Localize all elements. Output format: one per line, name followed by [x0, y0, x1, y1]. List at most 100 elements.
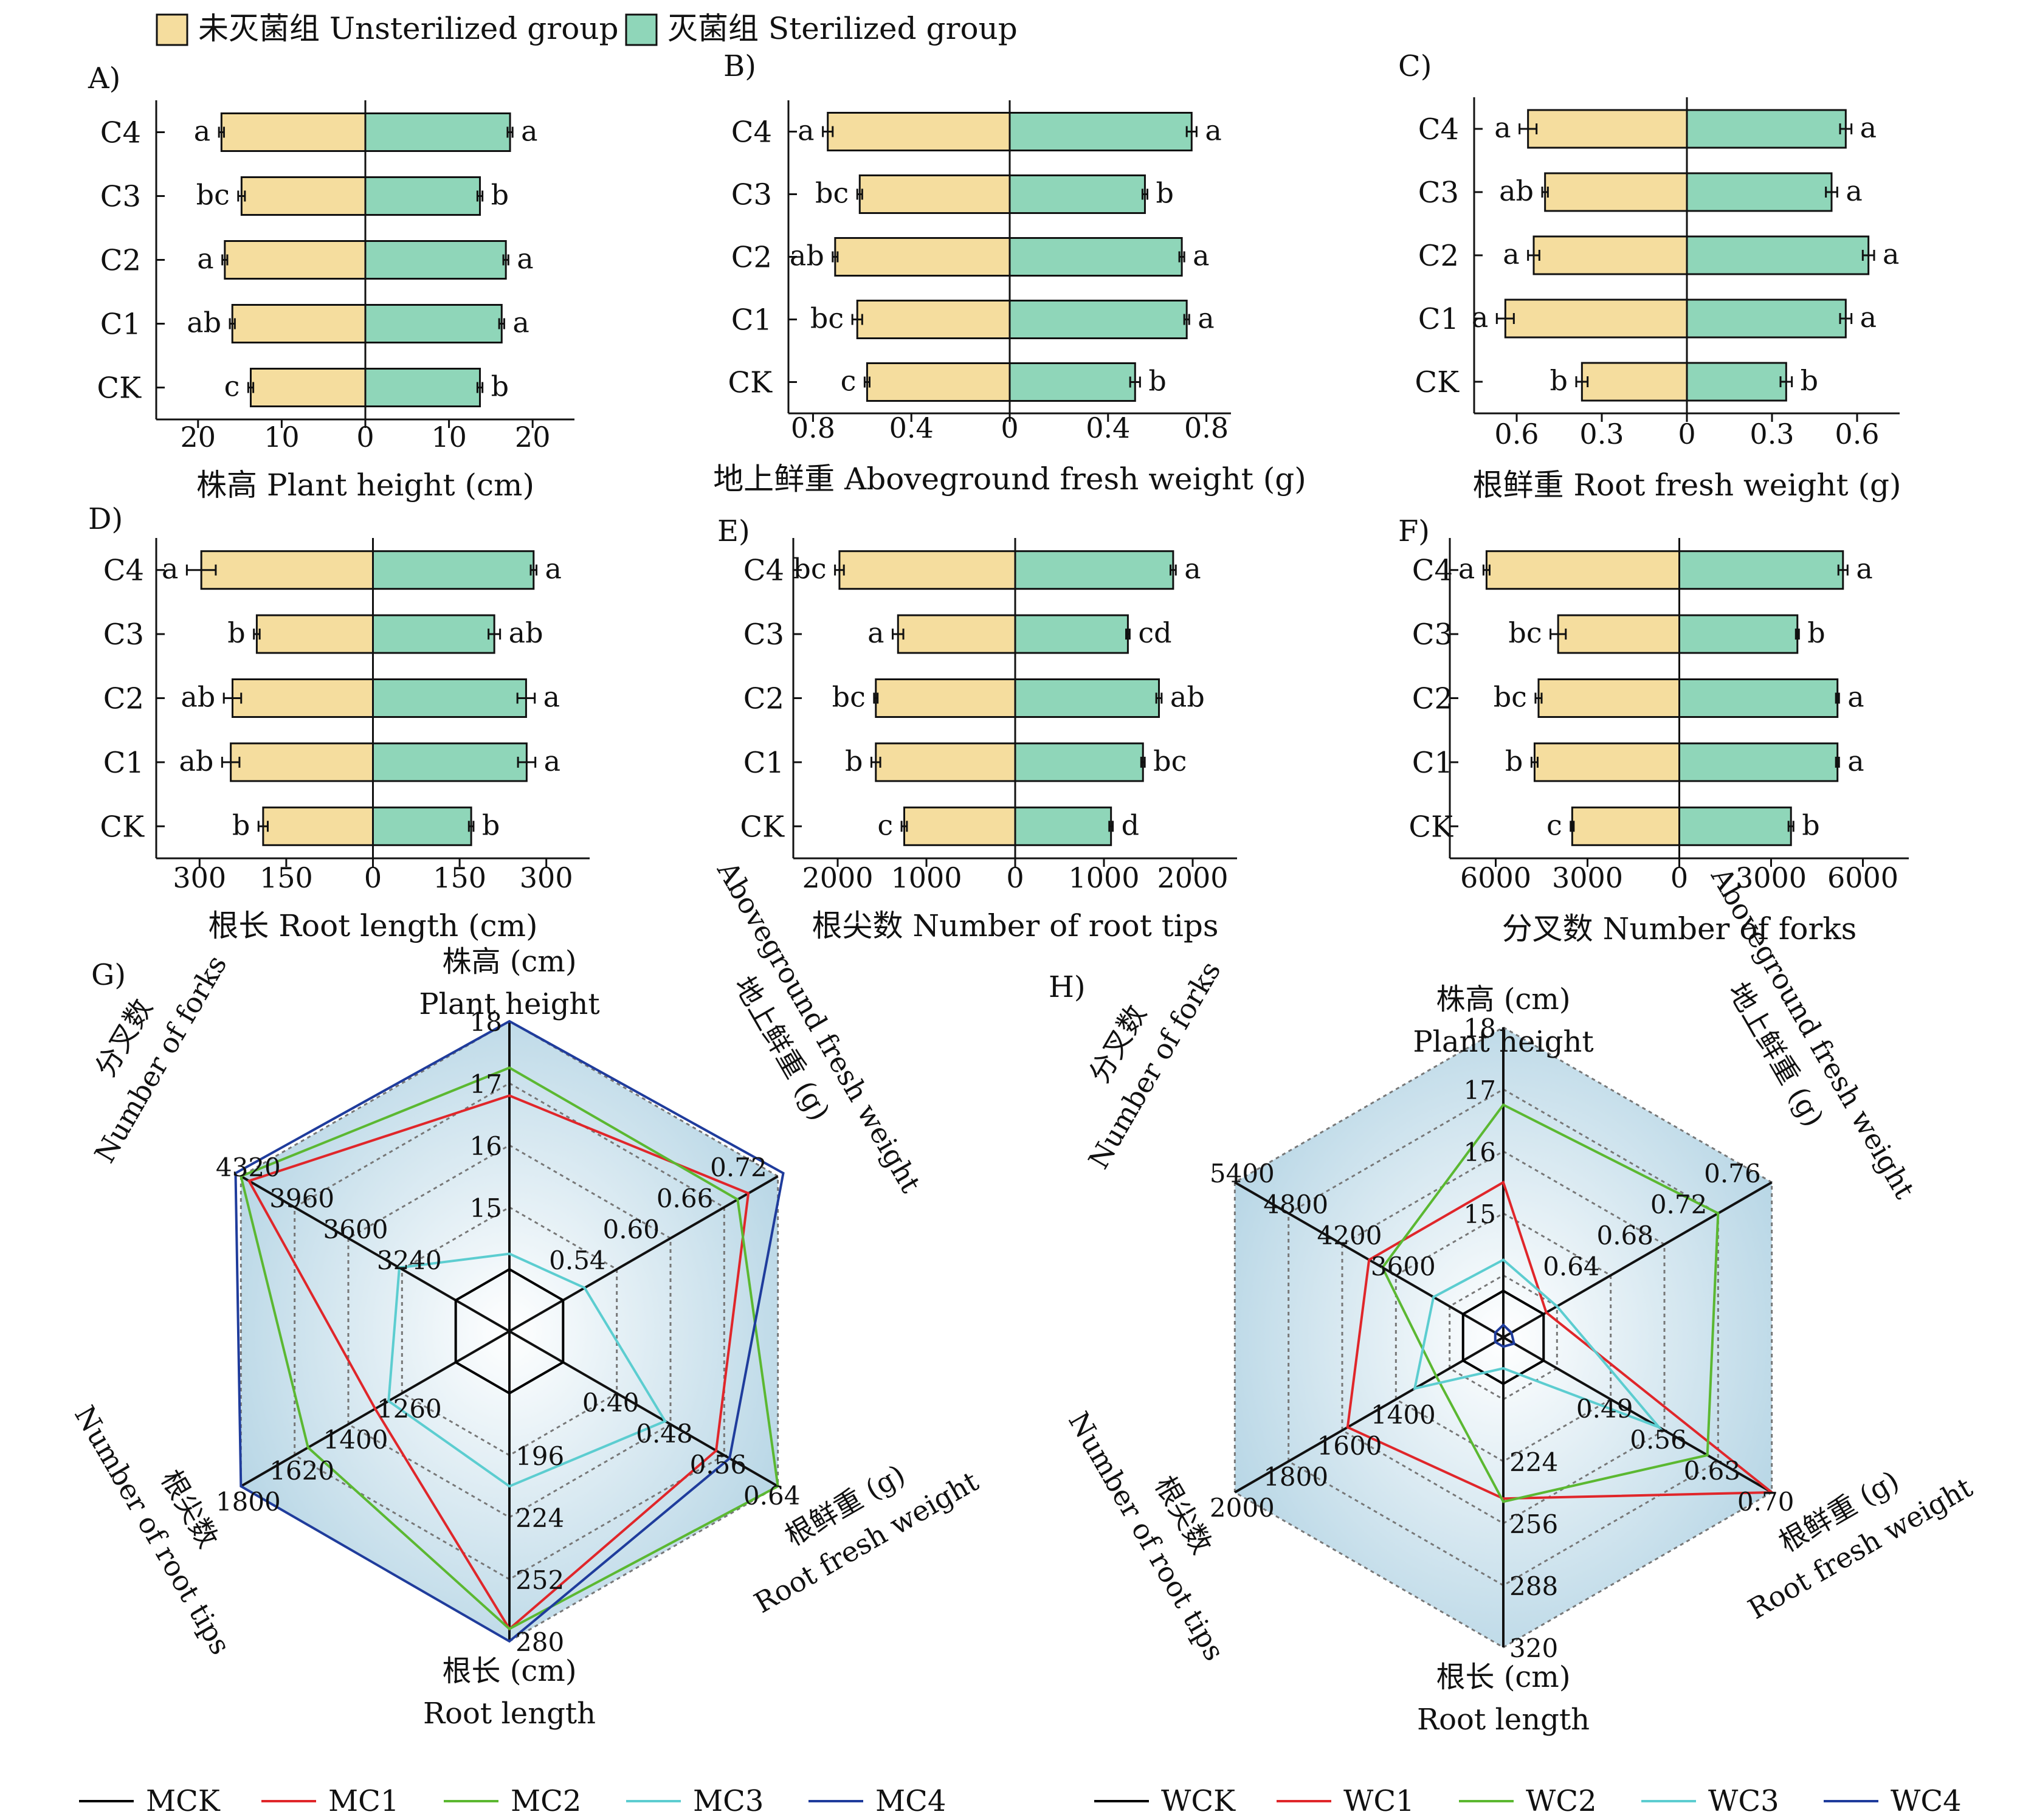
significance-letter: bc	[196, 179, 230, 212]
radar-tick-label: 16	[1464, 1137, 1496, 1167]
radar-legend-item: MC4	[808, 1784, 946, 1818]
x-tick-label: 0.6	[1494, 418, 1539, 450]
radar-axis	[509, 1330, 779, 1487]
significance-letter: c	[1546, 808, 1562, 841]
radar-legend-label: MC1	[328, 1784, 399, 1818]
category-label: CK	[740, 810, 785, 844]
category-label: C1	[731, 303, 772, 337]
bar-unsterilized	[903, 806, 1016, 846]
x-tick-label: 0.3	[1579, 418, 1624, 450]
significance-letter: bc	[1494, 681, 1527, 714]
radar-tick-label: 320	[1509, 1633, 1558, 1663]
significance-letter: b	[232, 808, 250, 841]
bar-unsterilized	[875, 678, 1016, 718]
legend-label-sterilized: 灭菌组 Sterilized group	[667, 11, 1018, 46]
bar-sterilized	[1014, 550, 1174, 590]
bar-sterilized	[1686, 235, 1870, 275]
radar-axis-label: Plant height	[419, 987, 599, 1021]
radar-legend-item: WC4	[1824, 1784, 1962, 1818]
radar-tick-label: 0.72	[1650, 1190, 1708, 1219]
bar-sterilized	[1686, 109, 1847, 149]
category-label: C1	[743, 746, 784, 780]
radar-series-MC4	[234, 1019, 785, 1643]
significance-letter: a	[1856, 553, 1872, 585]
x-tick-label: 0.6	[1835, 418, 1879, 450]
radar-axis	[1502, 1336, 1773, 1494]
category-label: C3	[1418, 176, 1459, 210]
radar-tick-label: 18	[470, 1007, 502, 1037]
significance-letter: a	[1860, 111, 1877, 144]
radar-tick-label: 4200	[1317, 1221, 1382, 1250]
significance-letter: b	[227, 616, 245, 649]
significance-letter: a	[162, 553, 178, 585]
significance-letter: a	[1847, 681, 1864, 714]
bar-unsterilized	[1504, 298, 1688, 339]
significance-letter: b	[1156, 177, 1173, 210]
radar-series-WC3	[1413, 1258, 1663, 1430]
bar-unsterilized	[262, 806, 374, 846]
significance-letter: d	[1122, 808, 1139, 841]
bar-unsterilized	[1571, 806, 1680, 846]
significance-letter: bc	[810, 302, 844, 335]
radar-tick-label: 0.40	[582, 1388, 640, 1418]
bar-unsterilized	[1533, 742, 1680, 782]
bar-sterilized	[1686, 172, 1833, 212]
bar-sterilized	[1678, 614, 1799, 654]
bar-unsterilized	[1527, 109, 1688, 149]
radar-series-WCK	[1461, 1289, 1545, 1385]
radar-tick-label: 17	[470, 1069, 502, 1099]
bar-unsterilized	[858, 174, 1011, 214]
significance-letter: bc	[1153, 745, 1187, 777]
x-tick-label: 150	[260, 861, 313, 894]
bar-sterilized	[1678, 806, 1792, 846]
significance-letter: a	[1860, 301, 1877, 334]
category-label: C1	[1412, 746, 1453, 780]
radar-tick-label: 0.48	[636, 1419, 693, 1449]
x-tick-label: 0	[1001, 412, 1018, 444]
radar-legend-item: WC2	[1459, 1784, 1597, 1818]
bar-sterilized	[1008, 362, 1136, 402]
radar-tick-label: 252	[515, 1565, 564, 1595]
category-label: C4	[1418, 112, 1459, 146]
radar-tick-label: 1620	[269, 1456, 334, 1486]
significance-letter: a	[1458, 553, 1475, 585]
significance-letter: b	[491, 179, 509, 212]
bar-unsterilized	[249, 368, 367, 407]
bar-sterilized	[364, 176, 481, 216]
bar-unsterilized	[1532, 235, 1688, 275]
x-tick-label: 0.8	[791, 412, 835, 444]
bar-unsterilized	[1537, 678, 1680, 718]
significance-letter: bc	[832, 681, 866, 714]
bar-unsterilized	[838, 550, 1016, 590]
significance-letter: a	[512, 306, 529, 339]
panel-label: H)	[1049, 970, 1086, 1004]
bar-sterilized	[1008, 174, 1146, 214]
radar-legend-label: WCK	[1161, 1784, 1236, 1818]
radar-tick-label: 0.68	[1596, 1221, 1653, 1250]
radar-tick-label: 1800	[216, 1487, 281, 1517]
bar-sterilized	[1008, 237, 1183, 277]
radar-legend-item: WC1	[1277, 1784, 1415, 1818]
radar-legends: MCK MC1 MC2 MC3 MC4 WCK WC1 WC2 WC3 WC4	[79, 1784, 1962, 1818]
significance-letter: cd	[1138, 616, 1171, 649]
significance-letter: ab	[1170, 681, 1205, 714]
significance-letter: ab	[179, 745, 214, 777]
radar-tick-label: 3960	[269, 1184, 334, 1213]
radar-axis	[240, 1175, 511, 1332]
radar-legend-item: MC1	[261, 1784, 399, 1818]
radar-axis-label: Aboveground fresh weight	[711, 855, 928, 1198]
significance-letter: b	[845, 745, 863, 777]
bar-sterilized	[1686, 362, 1787, 402]
significance-letter: a	[1503, 238, 1519, 271]
bar-sterilized	[372, 614, 495, 654]
legend-swatch-sterilized	[625, 13, 658, 46]
significance-letter: ab	[790, 240, 824, 272]
radar-tick-label: 1400	[1371, 1400, 1436, 1430]
bar-sterilized	[372, 678, 527, 718]
category-label: C4	[1412, 554, 1453, 588]
radar-panels: G)151617180.540.600.660.720.400.480.560.…	[68, 855, 1978, 1737]
top-legend: 未灭菌组 Unsterilized group 灭菌组 Sterilized g…	[156, 11, 1018, 46]
